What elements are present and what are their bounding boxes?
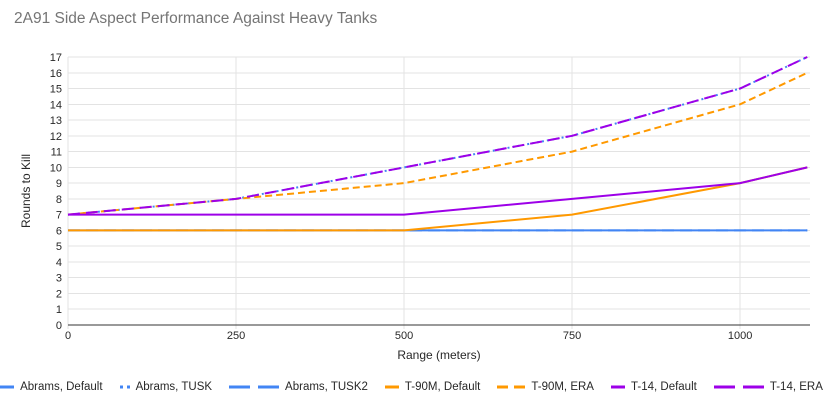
y-tick-label: 1 [56, 304, 62, 316]
x-tick-label: 500 [395, 330, 413, 342]
y-tick-label: 16 [50, 68, 62, 80]
legend-item[interactable]: T-14, Default [610, 381, 697, 393]
y-tick-label: 9 [56, 178, 62, 190]
x-tick-label: 1000 [728, 330, 752, 342]
legend-swatch-icon [119, 385, 130, 389]
legend-item[interactable]: Abrams, TUSK [119, 381, 213, 393]
legend-label: T-90M, ERA [531, 381, 594, 393]
gridlines [67, 56, 810, 329]
legend-label: Abrams, Default [20, 381, 103, 393]
legend-item[interactable]: Abrams, TUSK2 [229, 381, 368, 393]
series-line [67, 56, 808, 216]
legend-label: Abrams, TUSK2 [285, 381, 368, 393]
legend-label: T-14, ERA [769, 381, 823, 393]
x-axis-title: Range (meters) [397, 348, 480, 362]
x-tick-label: 0 [65, 330, 71, 342]
y-tick-label: 3 [56, 273, 62, 285]
legend-swatch-icon [713, 385, 764, 389]
y-tick-label: 12 [50, 131, 62, 143]
y-tick-label: 8 [56, 194, 62, 206]
chart-legend: Abrams, Default Abrams, TUSK Abrams, TUSK2… [0, 381, 823, 393]
legend-swatch-icon [497, 385, 526, 389]
legend-swatch-icon [229, 385, 280, 389]
y-axis-title: Rounds to Kill [19, 154, 33, 228]
legend-item[interactable]: T-14, ERA [713, 381, 823, 393]
series-lines [67, 56, 808, 232]
legend-label: T-14, Default [630, 381, 697, 393]
legend-item[interactable]: T-90M, ERA [497, 381, 594, 393]
y-tick-label: 17 [50, 52, 62, 64]
y-tick-label: 13 [50, 115, 62, 127]
series-line [68, 166, 808, 216]
y-tick-label: 15 [50, 84, 62, 96]
legend-item[interactable]: T-90M, Default [384, 381, 481, 393]
y-tick-label: 14 [50, 99, 62, 111]
legend-swatch-icon [610, 385, 625, 389]
y-tick-label: 0 [56, 320, 62, 332]
series-line [67, 71, 808, 216]
x-tick-label: 250 [227, 330, 245, 342]
y-tick-label: 11 [51, 147, 62, 159]
x-tick-label: 750 [563, 330, 581, 342]
y-tick-label: 5 [56, 241, 62, 253]
chart-title: 2A91 Side Aspect Performance Against Hea… [14, 10, 378, 27]
legend-swatch-icon [384, 385, 399, 389]
y-tick-label: 2 [56, 288, 62, 300]
legend-swatch-icon [0, 385, 15, 389]
legend-label: Abrams, TUSK [135, 381, 213, 393]
y-tick-label: 7 [56, 210, 62, 222]
legend-label: T-90M, Default [404, 381, 481, 393]
y-tick-label: 6 [56, 225, 62, 237]
legend-item[interactable]: Abrams, Default [0, 381, 103, 393]
y-tick-label: 10 [50, 162, 62, 174]
y-tick-label: 4 [56, 257, 62, 269]
